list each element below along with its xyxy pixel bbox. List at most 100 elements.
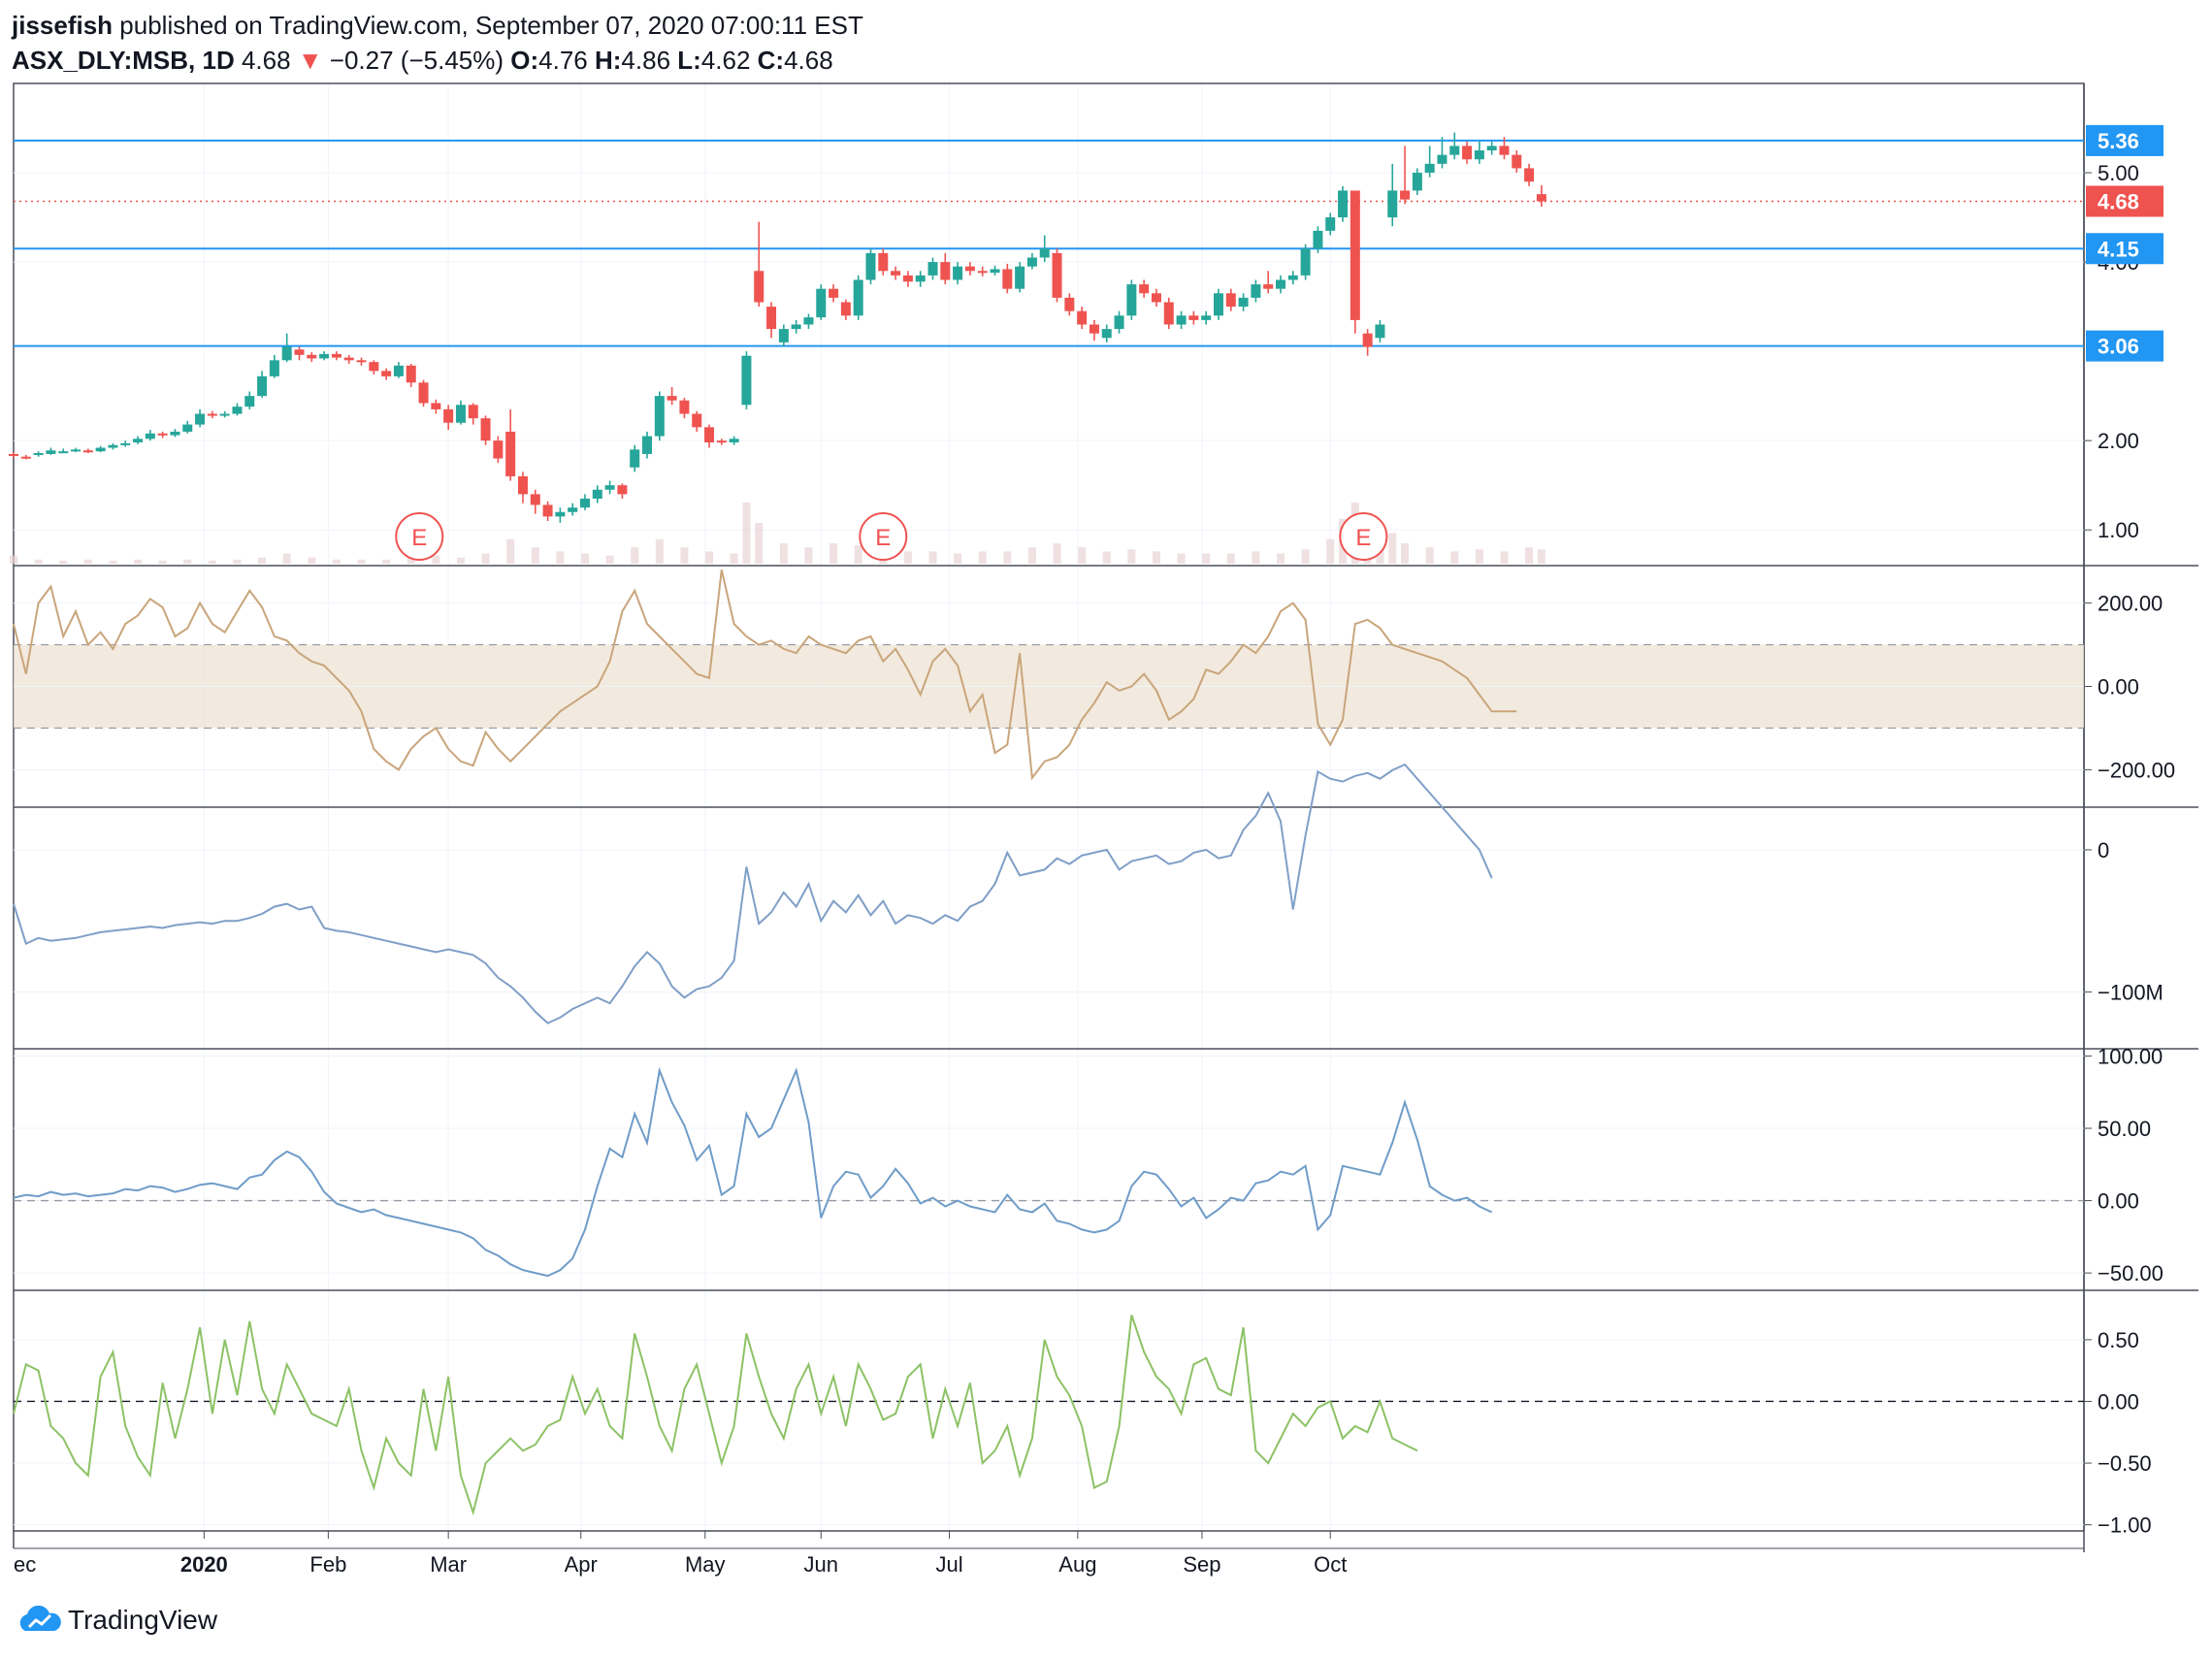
close-label: C:: [757, 46, 785, 75]
x-tick-label: Feb: [309, 1552, 346, 1577]
volume-bar: [1152, 551, 1160, 564]
candle-body: [1338, 190, 1349, 218]
candle-body: [741, 355, 752, 406]
volume-bar: [233, 559, 242, 564]
candle-body: [343, 357, 354, 361]
candle-body: [1213, 293, 1223, 316]
candle-body: [480, 418, 491, 441]
volume-bar: [34, 559, 43, 564]
x-tick-label: 2020: [180, 1552, 228, 1577]
volume-bar: [755, 523, 764, 564]
footer: TradingView: [17, 1605, 217, 1636]
candle-body: [195, 413, 206, 425]
candle-body: [1064, 297, 1075, 311]
tradingview-logo-icon[interactable]: [17, 1606, 62, 1635]
candle-body: [1325, 217, 1336, 231]
y-tick-label: −0.50: [2098, 1451, 2152, 1476]
author-name[interactable]: jissefish: [12, 11, 114, 40]
volume-bar: [1003, 551, 1012, 564]
candle-body: [443, 408, 454, 423]
candle-body: [902, 275, 913, 282]
volume-bar: [1425, 547, 1434, 564]
obv-line: [13, 763, 1493, 1025]
y-tick-label: 0.00: [2098, 1389, 2139, 1414]
candle-body: [9, 453, 18, 456]
candle-body: [1015, 266, 1025, 289]
last-price: 4.68: [241, 46, 291, 75]
candle-body: [393, 365, 404, 376]
volume-bar: [928, 551, 937, 564]
candle-body: [617, 485, 628, 495]
candle-body: [1176, 315, 1187, 325]
candle-body: [891, 271, 901, 276]
volume-bar: [730, 553, 738, 564]
candle-body: [145, 433, 155, 439]
correlation-line: [13, 1315, 1418, 1516]
oscillator-line: [13, 1066, 1493, 1278]
volume-bar: [655, 538, 664, 564]
candle-body: [1499, 146, 1510, 155]
level-price-label: 4.15: [2098, 237, 2139, 261]
y-tick-label: 2.00: [2098, 429, 2139, 453]
candle-body: [1424, 163, 1435, 174]
volume-bar: [481, 553, 490, 564]
candle-body: [1052, 252, 1062, 298]
candle-body: [356, 360, 367, 363]
volume-bar: [308, 557, 316, 564]
publish-line: jissefish published on TradingView.com, …: [12, 8, 863, 43]
volume-bar: [282, 553, 291, 564]
earnings-marker-label: E: [875, 525, 891, 551]
last-price-tag: [2086, 185, 2163, 217]
level-price-label: 3.06: [2098, 335, 2139, 359]
cci-line: [13, 569, 1517, 781]
candle-body: [604, 485, 615, 490]
candle-body: [1512, 154, 1522, 169]
candle-body: [244, 396, 255, 407]
candle-body: [431, 403, 441, 409]
candle-body: [1449, 146, 1460, 155]
candle-body: [1039, 248, 1050, 258]
candle-body: [816, 288, 827, 318]
tradingview-brand[interactable]: TradingView: [68, 1605, 218, 1635]
earnings-marker: [859, 512, 908, 561]
candle-body: [766, 307, 777, 330]
candle-body: [95, 447, 106, 452]
price-change: −0.27 (−5.45%): [329, 46, 504, 75]
candle-body: [257, 375, 268, 397]
candle-body: [927, 262, 938, 276]
candle-body: [1151, 293, 1161, 303]
candle-body: [1375, 324, 1385, 339]
candle-body: [878, 252, 889, 272]
volume-bar: [830, 543, 838, 564]
candle-body: [133, 439, 144, 442]
candle-body: [1313, 230, 1323, 249]
volume-bar: [432, 555, 440, 564]
x-tick-label: Aug: [1058, 1552, 1096, 1577]
candle-body: [1126, 284, 1137, 316]
volume-bar: [59, 560, 68, 564]
y-tick-label: −50.00: [2098, 1261, 2163, 1285]
candle-body: [667, 396, 677, 401]
candle-body: [1462, 146, 1473, 160]
candle-body: [1251, 284, 1261, 298]
candle-body: [170, 431, 180, 436]
symbol-label[interactable]: ASX_DLY:MSB, 1D: [12, 46, 235, 75]
candle-body: [953, 266, 963, 280]
level-price-tag: [2086, 233, 2163, 265]
volume-bar: [631, 547, 639, 564]
candle-body: [704, 427, 715, 442]
volume-bar: [1177, 553, 1186, 564]
volume-bar: [1127, 549, 1136, 564]
volume-bar: [903, 551, 912, 564]
volume-bar: [506, 538, 515, 564]
earnings-marker-label: E: [1355, 525, 1371, 551]
earnings-marker: [395, 512, 444, 561]
candle-body: [1276, 279, 1286, 289]
candle-body: [1188, 315, 1199, 320]
close-value: 4.68: [784, 46, 833, 75]
x-tick-label: May: [685, 1552, 726, 1577]
candle-body: [517, 475, 528, 495]
x-tick-label: ec: [14, 1552, 36, 1577]
volume-bar: [456, 557, 465, 564]
